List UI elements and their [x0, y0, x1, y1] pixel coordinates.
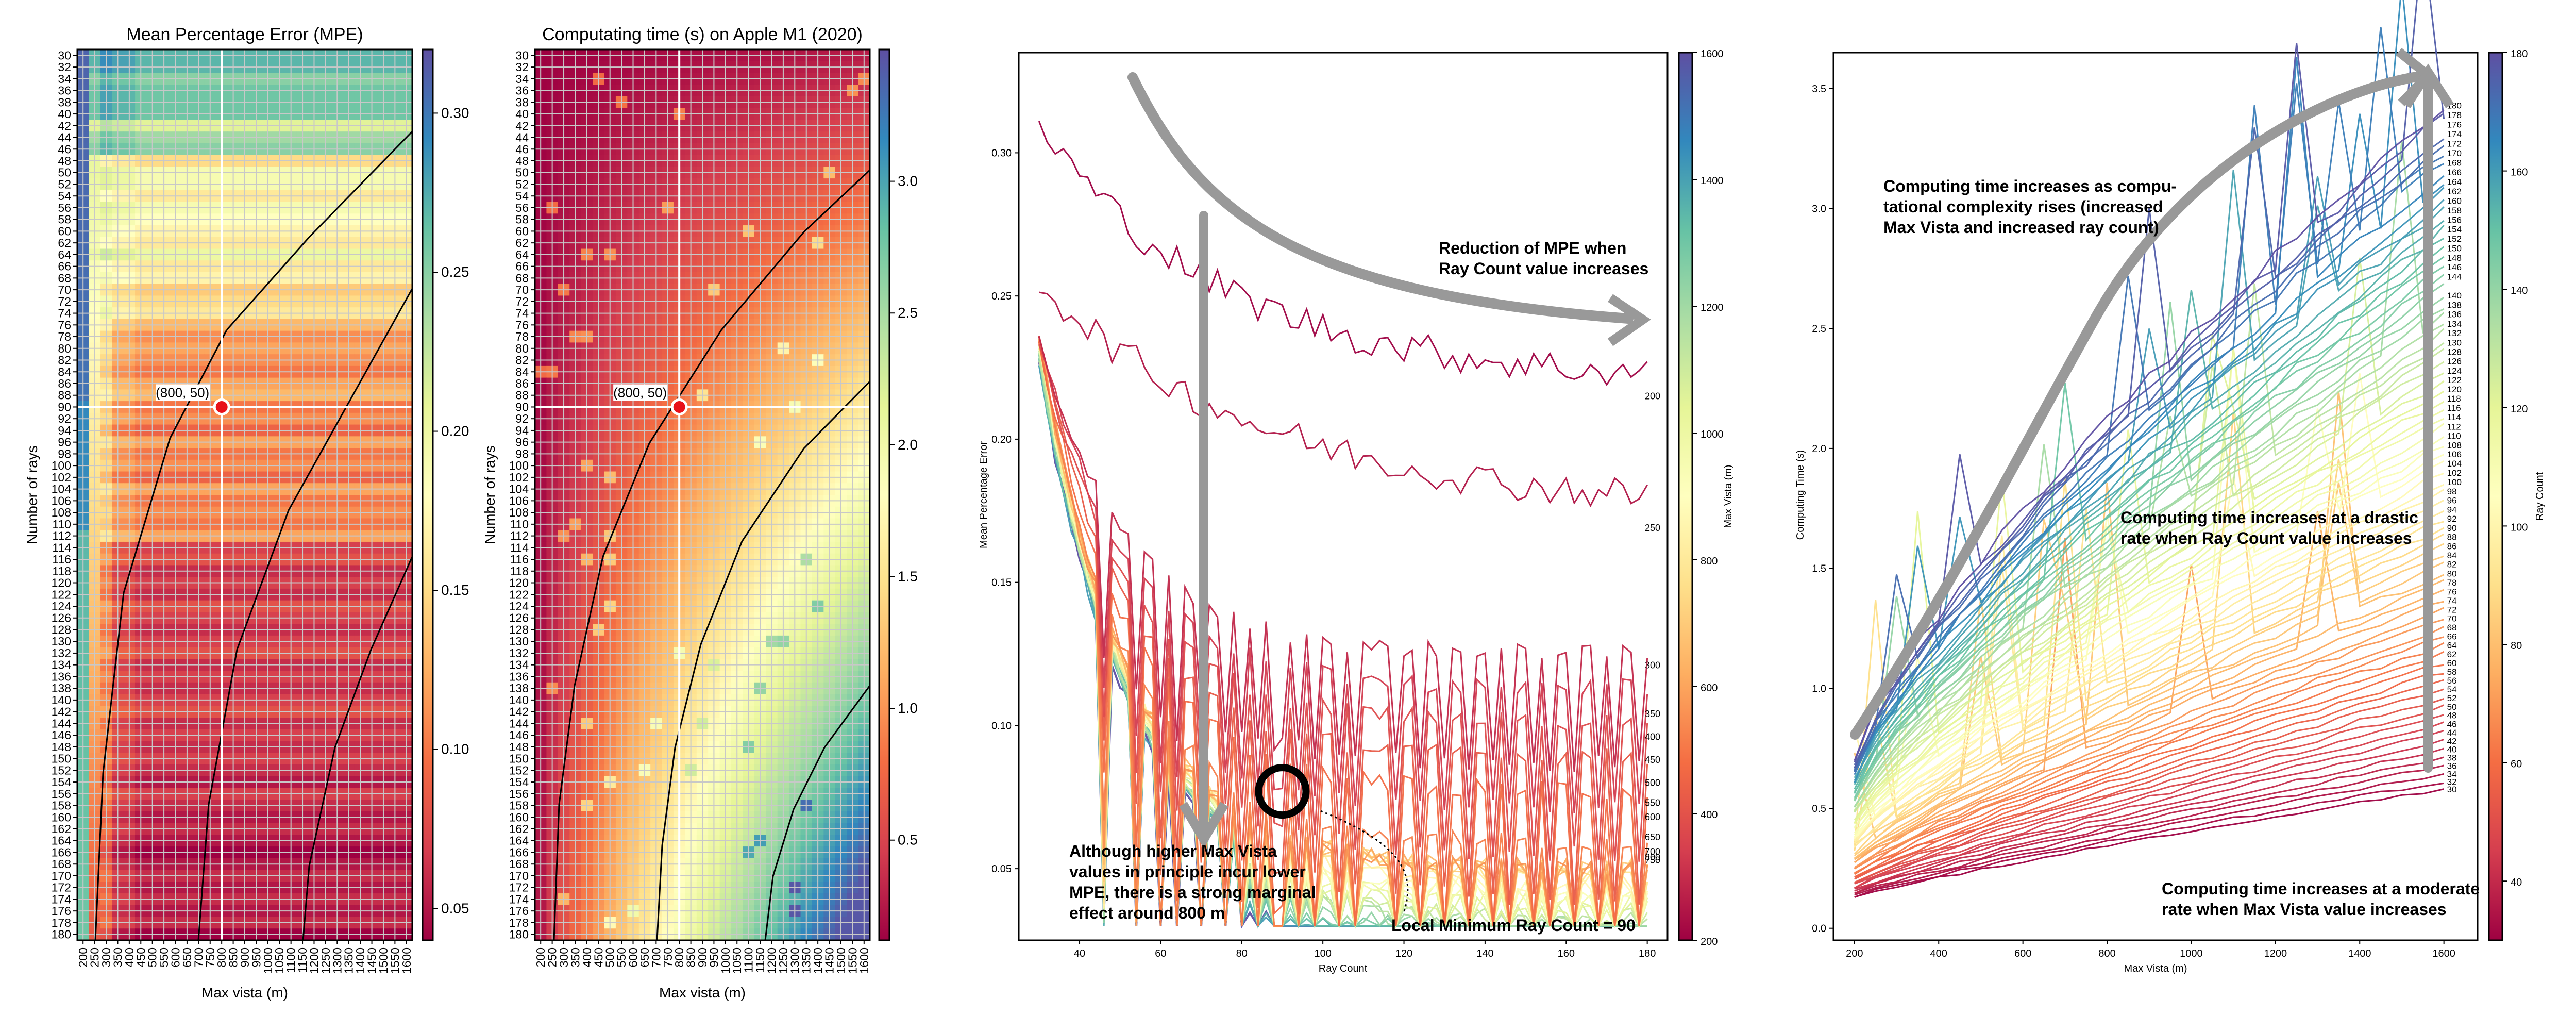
highlight-label: (800, 50) [156, 385, 209, 400]
mpe-heatmap-y-ticks: 3032343638404244464850525456586062646668… [52, 48, 77, 941]
y-tick-label: 180 [52, 928, 71, 941]
highlight-label: (800, 50) [613, 385, 667, 400]
mpe-heatmap-panel: Mean Percentage Error (MPE) (800, 50) 30… [24, 25, 469, 1001]
mpe-colorbar: 0.05 0.10 0.15 0.20 0.25 0.30 [422, 48, 469, 941]
colorbar-tick-label: 0.10 [441, 741, 469, 757]
colorbar-tick-label: 0.05 [441, 900, 469, 916]
colorbar-gradient [422, 48, 434, 941]
highlight-point [670, 398, 688, 415]
time-heatmap-title: Computating time (s) on Apple M1 (2020) [542, 25, 863, 44]
mpe-heatmap-xlabel: Max vista (m) [201, 985, 288, 1001]
colorbar-tick-label: 0.15 [441, 582, 469, 598]
time-heatmap-panel: Computating time (s) on Apple M1 (2020) … [482, 25, 918, 1001]
colorbar-tick-label: 0.20 [441, 423, 469, 439]
mpe-heatmap-ylabel: Number of rays [24, 445, 40, 544]
colorbar-tick-label: 0.30 [441, 105, 469, 121]
colorbar-tick-label: 0.25 [441, 264, 469, 280]
highlight-point [213, 398, 230, 415]
mpe-heatmap-title: Mean Percentage Error (MPE) [126, 25, 363, 44]
mpe-heatmap-x-ticks: 2002503003504004505005506006507007508008… [76, 940, 413, 974]
time-heatmap-y-ticks: 3032343638404244464850525456586062646668… [509, 48, 535, 941]
x-tick-label: 1600 [400, 947, 413, 974]
